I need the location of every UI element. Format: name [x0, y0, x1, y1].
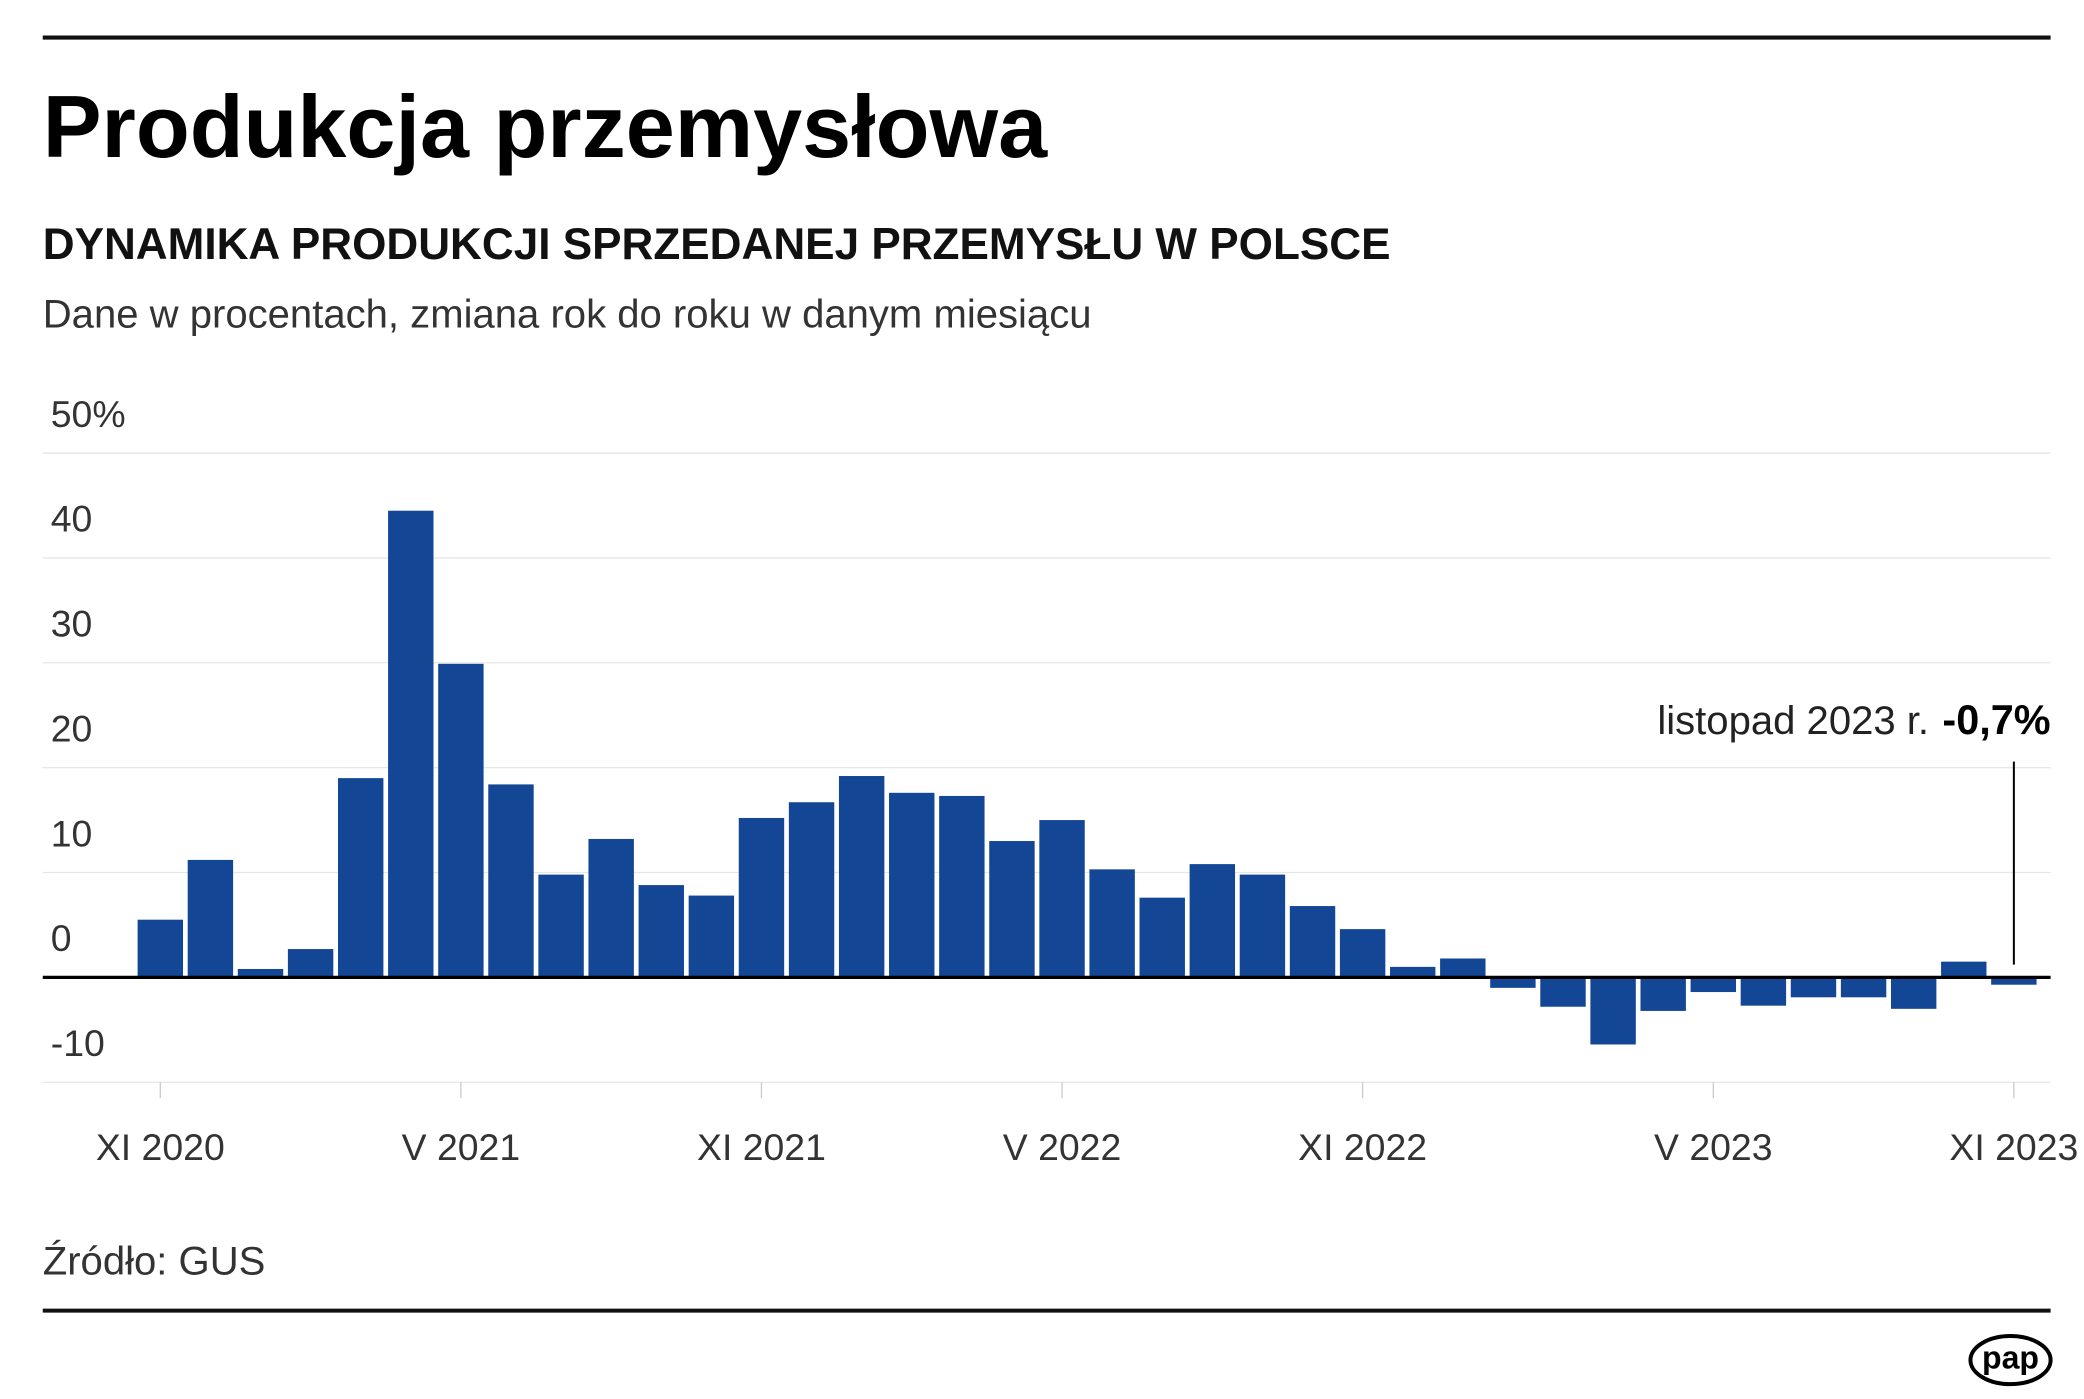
y-tick-label: 10 — [51, 812, 93, 854]
x-tick-label: XI 2020 — [96, 1126, 225, 1168]
bar — [1590, 977, 1636, 1045]
bar — [1440, 958, 1486, 978]
bar — [588, 838, 634, 978]
bar — [538, 874, 584, 978]
y-tick-label: 30 — [51, 603, 93, 645]
bar — [1640, 977, 1686, 1011]
bar — [1540, 977, 1586, 1007]
bar — [788, 802, 835, 978]
bar — [1039, 820, 1085, 978]
x-tick-label: V 2021 — [402, 1126, 521, 1168]
bar — [137, 919, 184, 978]
logo: pap — [1982, 1340, 2039, 1376]
bar — [688, 895, 735, 978]
annotation-value: -0,7% — [1942, 697, 2050, 743]
chart-description: Dane w procentach, zmiana rok do roku w … — [43, 292, 1092, 336]
y-tick-label: 0 — [51, 917, 72, 959]
logo-frame — [1968, 1334, 2053, 1387]
bar — [237, 968, 284, 978]
bar — [889, 792, 935, 978]
bar — [1189, 864, 1236, 978]
y-tick-label: 50% — [51, 393, 126, 435]
bar — [1690, 977, 1736, 993]
bar — [1941, 961, 1987, 978]
bar — [1139, 897, 1185, 978]
bar — [1890, 977, 1937, 1009]
bar — [438, 663, 484, 978]
bar — [1390, 966, 1436, 978]
bar — [1991, 977, 2037, 985]
bar — [738, 817, 785, 978]
bar — [1490, 977, 1536, 988]
x-tick-label: V 2023 — [1654, 1126, 1773, 1168]
bar — [1239, 874, 1286, 978]
bar — [638, 885, 684, 978]
chart-title: Produkcja przemysłowa — [43, 77, 1048, 176]
bar — [1289, 906, 1336, 978]
x-tick-label: XI 2023 — [1949, 1126, 2078, 1168]
x-tick-label: XI 2022 — [1298, 1126, 1427, 1168]
y-tick-label: -10 — [51, 1022, 105, 1064]
x-tick-label: V 2022 — [1003, 1126, 1122, 1168]
bar — [388, 510, 434, 978]
bar — [1840, 977, 1887, 998]
bar — [838, 776, 885, 978]
bar — [337, 778, 384, 978]
annotation-text: listopad 2023 r. — [1657, 698, 1929, 742]
bar — [1790, 977, 1837, 998]
chart-subtitle: DYNAMIKA PRODUKCJI SPRZEDANEJ PRZEMYSŁU … — [43, 220, 1391, 269]
annotation: listopad 2023 r. -0,7% — [1657, 697, 2050, 743]
source: Źródło: GUS — [43, 1238, 266, 1283]
bar — [939, 795, 985, 978]
bar — [989, 841, 1035, 978]
x-tick-label: XI 2021 — [697, 1126, 826, 1168]
bar — [187, 859, 234, 978]
bar — [1740, 977, 1787, 1006]
bar — [488, 784, 534, 978]
bar — [287, 949, 334, 978]
y-tick-label: 20 — [51, 707, 93, 749]
bar — [1339, 929, 1386, 978]
y-tick-label: 40 — [51, 498, 93, 540]
bar — [1089, 869, 1135, 978]
